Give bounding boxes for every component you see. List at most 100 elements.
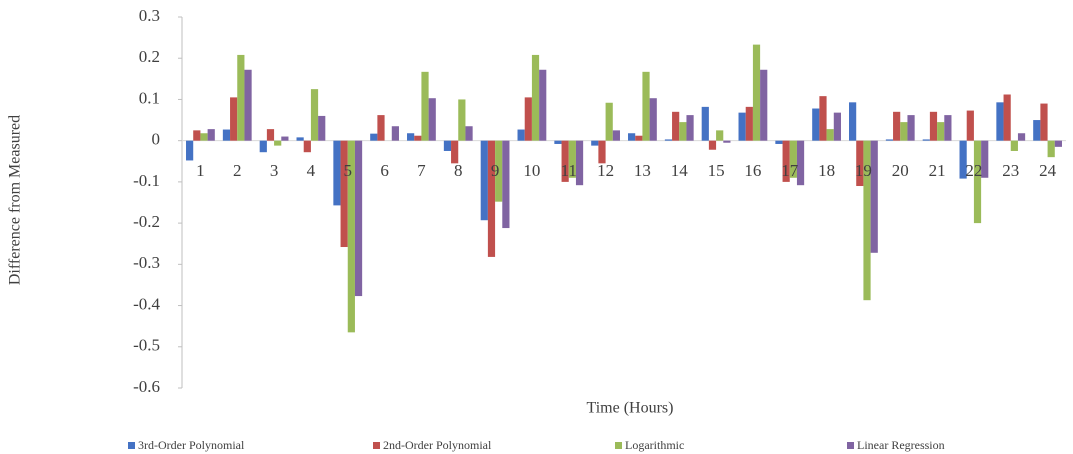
legend-label: 3rd-Order Polynomial [138,438,245,452]
x-tick-label: 10 [523,161,540,180]
bar [870,140,878,253]
legend-marker [847,442,854,449]
bar [944,115,952,141]
bar [414,135,422,141]
bar [635,135,643,141]
x-tick-label: 23 [1002,161,1019,180]
x-axis-title: Time (Hours) [587,400,674,417]
bar [1010,140,1018,151]
bar [274,140,282,146]
bar [186,140,194,161]
bar [642,71,650,141]
legend-label: Linear Regression [857,438,945,452]
x-tick-label: 13 [634,161,651,180]
bar [310,89,319,141]
bar [929,111,938,141]
bar [421,71,429,141]
bar [819,96,827,141]
bar [1047,140,1055,158]
bar [856,140,864,187]
bar [996,102,1004,141]
bar [885,139,894,141]
bar [333,140,341,206]
x-tick-label: 22 [965,161,982,180]
legend-marker [128,442,135,449]
x-tick-label: 14 [671,161,689,180]
x-tick-label: 21 [929,161,946,180]
x-tick-label: 20 [892,161,909,180]
bar [973,140,982,224]
bar [900,122,908,141]
x-tick-label: 5 [344,161,353,180]
bar [849,102,857,141]
bar [561,140,569,182]
bar [517,129,525,141]
y-tick-label: -0.6 [133,377,160,396]
bar [775,140,783,144]
bar [966,110,974,141]
bar [207,129,215,141]
bar [591,140,599,146]
bar [959,140,967,179]
bar [598,140,606,164]
bar [281,136,289,141]
bar [318,115,326,141]
legend-marker [615,442,622,449]
y-tick-label: -0.1 [133,171,160,190]
x-tick-label: 12 [597,161,614,180]
bar [752,44,761,141]
x-tick-label: 3 [270,161,279,180]
bar [230,97,238,141]
bar [495,140,503,202]
bar [1033,120,1041,141]
legend-label: Logarithmic [625,438,684,452]
bar [686,115,694,141]
bar [428,98,436,141]
bar [716,130,724,141]
bar [340,140,348,248]
bar [354,140,363,297]
bar [863,140,871,301]
bar [789,140,797,178]
bar [745,106,753,141]
bar [451,140,459,164]
bar [222,129,231,141]
bar [531,54,540,141]
x-tick-label: 1 [196,161,205,180]
bar [377,115,385,141]
x-tick-label: 24 [1039,161,1057,180]
bar [907,115,915,141]
bar [893,111,901,141]
bar [524,97,532,141]
x-tick-label: 9 [491,161,500,180]
bar [407,133,415,141]
bar [612,130,620,141]
x-tick-label: 6 [380,161,389,180]
bar [738,112,746,141]
x-tick-label: 18 [818,161,835,180]
x-tick-label: 15 [708,161,725,180]
bar [259,140,267,153]
bar [502,140,510,229]
bar [796,140,805,186]
bar [672,111,680,141]
bar [664,139,673,141]
legend-label: 2nd-Order Polynomial [383,438,492,452]
bar [628,133,636,141]
y-tick-label: 0.1 [139,88,160,107]
x-tick-label: 16 [744,161,761,180]
bar [649,98,657,141]
bar [922,139,930,141]
bar [193,130,201,141]
bar [782,140,790,182]
bar [605,102,613,141]
bar [812,108,820,141]
bar [826,129,834,141]
bar [723,140,731,143]
bar [937,122,945,141]
x-tick-label: 2 [233,161,242,180]
bar [1003,94,1011,141]
bar [480,140,488,221]
y-tick-label: 0 [152,130,161,149]
bar [1054,140,1062,147]
